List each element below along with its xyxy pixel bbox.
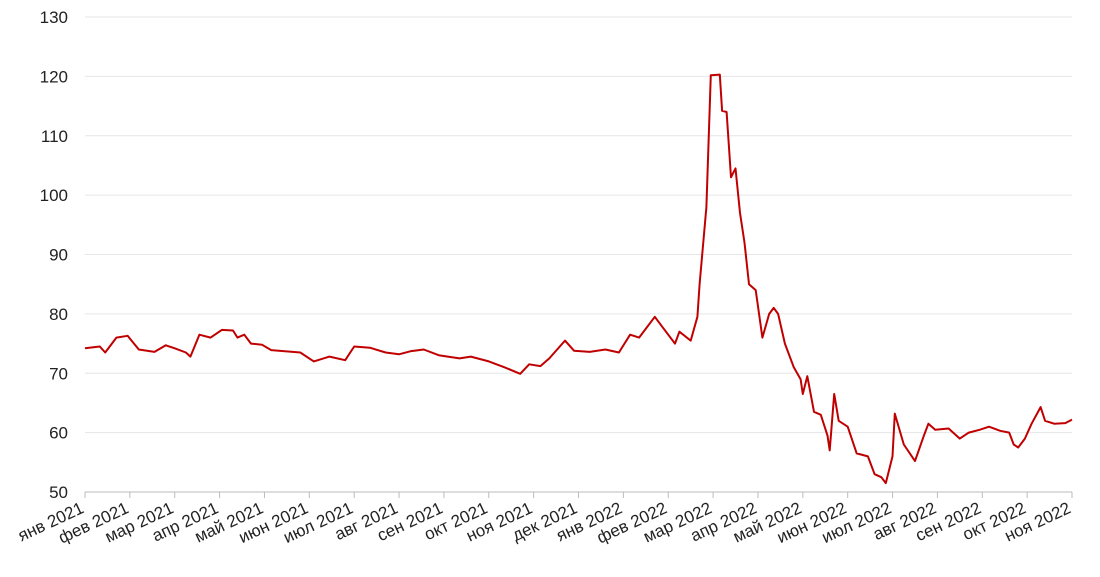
y-tick-label: 130: [40, 8, 68, 27]
y-tick-label: 70: [49, 364, 68, 383]
y-tick-label: 90: [49, 246, 68, 265]
y-tick-label: 50: [49, 483, 68, 502]
y-tick-label: 110: [41, 127, 68, 146]
series-line: [84, 73, 1073, 485]
y-tick-label: 60: [49, 424, 68, 443]
y-tick-label: 80: [49, 305, 68, 324]
y-tick-label: 120: [40, 67, 68, 86]
y-tick-label: 100: [40, 186, 68, 205]
